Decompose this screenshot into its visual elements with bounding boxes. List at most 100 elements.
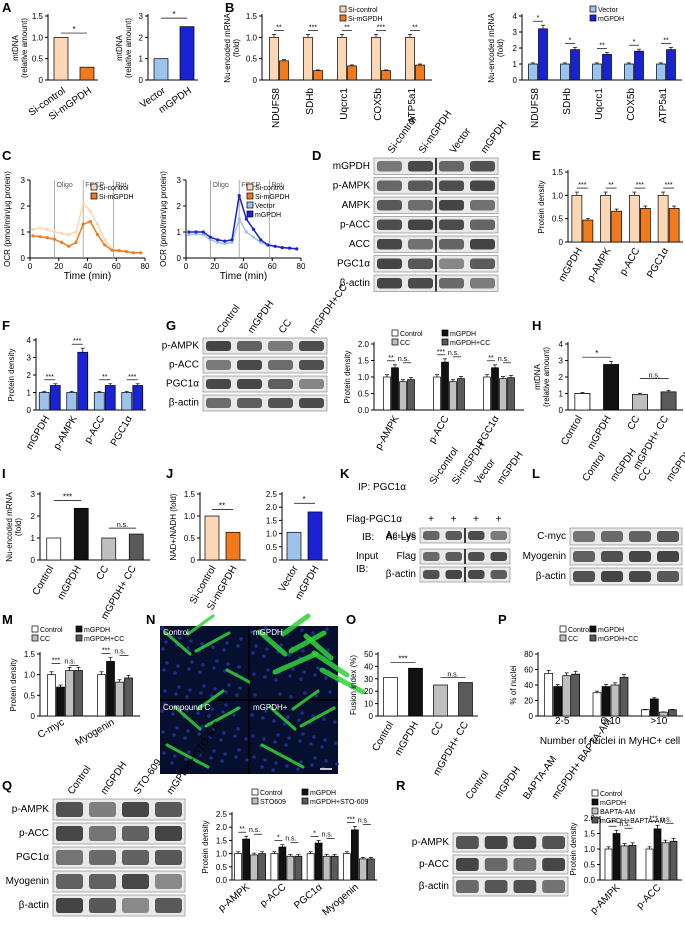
category-label: >10: [650, 716, 667, 727]
nucleus: [284, 743, 288, 747]
nucleus: [311, 631, 315, 635]
y-tick-label: 2: [177, 202, 182, 211]
y-tick-label: 2: [31, 512, 36, 521]
sig-marker: *: [302, 495, 305, 504]
y-tick-label: 4: [513, 12, 518, 21]
y-tick-label: 2: [559, 373, 564, 382]
nucleus: [177, 685, 181, 689]
y-tick-label: 1: [513, 60, 518, 69]
lane-label: CC: [277, 318, 294, 336]
legend-swatch: [246, 201, 254, 209]
legend-swatch: [589, 5, 597, 13]
y-tick-label: 1.0: [584, 845, 596, 854]
panel-label: R: [396, 778, 406, 793]
bar: [544, 673, 554, 717]
blot-band: [484, 858, 508, 871]
nucleus: [162, 751, 166, 755]
nucleus: [278, 692, 282, 696]
ocr-point: [230, 240, 234, 244]
ocr-point: [208, 238, 213, 242]
y-tick-label: 0.5: [358, 390, 370, 399]
y-tick-label: 1.5: [584, 830, 596, 839]
blot-row-label: PGC1α: [337, 258, 370, 269]
blot-band: [468, 531, 485, 540]
nucleus: [313, 756, 317, 760]
bar: [204, 515, 220, 561]
bar: [668, 208, 680, 243]
bar: [433, 376, 441, 411]
plus-mark: +: [428, 514, 434, 525]
nucleus: [300, 628, 304, 632]
bar: [322, 855, 331, 881]
y-tick-label: 1.5: [266, 516, 278, 525]
sig-marker: **: [239, 826, 245, 833]
x-tick-label: 60: [268, 262, 277, 271]
legend-swatch: [75, 625, 83, 633]
y-axis-label: Fusion index (%): [349, 655, 358, 715]
lane-label: Control: [580, 451, 608, 484]
bar: [405, 36, 415, 81]
nucleus: [289, 695, 293, 699]
nucleus: [296, 767, 300, 771]
blot-row-label: β-actin: [419, 881, 449, 892]
nucleus: [301, 732, 305, 736]
y-tick-label: 80: [524, 650, 533, 659]
nucleus: [161, 730, 165, 734]
blot-band: [470, 200, 495, 211]
y-tick-label: 0: [31, 556, 36, 565]
legend-label: Si-control: [348, 7, 378, 14]
blot-band: [470, 278, 495, 289]
blot-band: [490, 552, 507, 561]
category-label: Myogenin: [73, 717, 116, 748]
y-tick-label: 3: [559, 357, 564, 366]
lane-label: Vector: [448, 126, 474, 156]
bar: [383, 376, 391, 411]
y-tick-label: 1: [31, 534, 36, 543]
category-label: mGPDH: [393, 720, 421, 758]
nucleus: [238, 686, 242, 690]
nucleus: [288, 674, 292, 678]
y-tick-label: 0.5: [216, 863, 228, 872]
bar: [74, 670, 83, 717]
bar: [553, 686, 563, 717]
nucleus: [232, 713, 236, 717]
panel-label: Q: [2, 778, 12, 793]
y-tick-label: 1.5: [24, 650, 36, 659]
nucleus: [235, 693, 239, 697]
y-axis-label: NAD+/NADH (fold): [169, 493, 178, 560]
legend-label: mGPDH+STO-609: [310, 799, 369, 806]
blot-band: [439, 161, 464, 172]
micrograph-label: mGPDH+: [253, 703, 288, 712]
bar: [124, 677, 133, 717]
ocr-point: [194, 230, 198, 234]
legend-swatch: [246, 210, 254, 218]
blot-band: [657, 531, 679, 542]
y-axis-label: Protein density: [201, 821, 210, 874]
ocr-point: [223, 242, 227, 246]
sig-marker: ***: [73, 338, 81, 345]
ns-marker: n.s.: [321, 831, 332, 838]
nucleus: [171, 712, 175, 716]
bar: [560, 63, 570, 81]
ns-marker: n.s.: [114, 649, 125, 656]
bar: [115, 681, 124, 717]
nucleus: [244, 737, 248, 741]
blot-band: [513, 836, 537, 849]
category-label: Control: [559, 414, 585, 447]
blot-row-label: p-ACC: [19, 828, 49, 839]
blot-strip: [202, 375, 328, 393]
blot-band: [206, 398, 231, 408]
nucleus: [223, 752, 227, 756]
panel-label: G: [166, 318, 176, 333]
legend-label: mGPDH: [598, 627, 624, 634]
bar: [399, 381, 407, 411]
category-label: COX5b: [373, 88, 384, 121]
bar: [592, 692, 602, 717]
sig-marker: *: [537, 15, 540, 22]
legend-swatch: [301, 788, 309, 796]
blot-band: [408, 180, 433, 191]
panel-label: J: [166, 466, 173, 481]
nucleus: [287, 736, 291, 740]
sig-marker: **: [412, 24, 418, 31]
y-tick-label: 2.0: [358, 340, 370, 349]
